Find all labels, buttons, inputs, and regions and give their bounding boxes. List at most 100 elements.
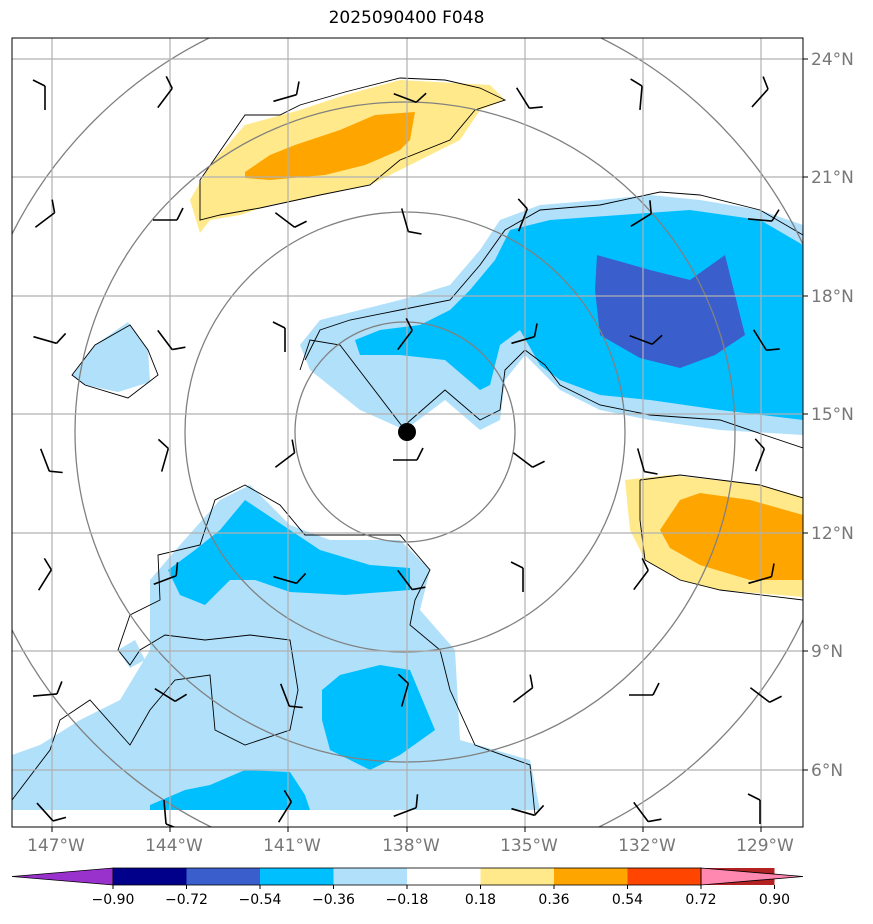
lat-tick-label: 9°N [811, 642, 843, 662]
colorbar-segment [113, 868, 187, 885]
colorbar-tick-label: −0.72 [165, 892, 208, 908]
colorbar-segment [627, 868, 701, 885]
wind-barb [274, 439, 296, 468]
range-ring-1 [294, 321, 516, 543]
contour-fill-orange-east [660, 493, 803, 580]
contour-line-east-negative [304, 191, 803, 361]
wind-barb [34, 199, 56, 228]
colorbar-tick-label: 0.54 [612, 892, 643, 908]
colorbar-tick-label: 0.18 [465, 892, 496, 908]
lat-tick-label: 24°N [811, 50, 854, 70]
contour-line-east-positive [639, 474, 803, 601]
wind-barb [510, 561, 524, 592]
wind-barb [274, 212, 307, 228]
wind-barb [279, 683, 303, 709]
wind-barb [633, 801, 662, 823]
lon-tick-label: 144°W [145, 836, 203, 856]
wind-barb [400, 208, 422, 235]
lat-tick-labels: 24°N 21°N 18°N 15°N 12°N 9°N 6°N [803, 50, 854, 781]
wind-barb [754, 438, 766, 472]
wind-barb [629, 682, 660, 696]
colorbar-tick-label: −0.18 [386, 892, 429, 908]
lon-tick-label: 132°W [618, 836, 676, 856]
contour-line-north [199, 77, 507, 221]
wind-barb [747, 209, 780, 222]
colorbar-tick-label: −0.36 [312, 892, 355, 908]
lon-tick-label: 129°W [736, 836, 794, 856]
lat-tick-label: 12°N [811, 524, 854, 544]
contour-line-west [71, 324, 159, 399]
contour-line-south [12, 484, 536, 816]
wind-barb [633, 558, 649, 591]
colorbar-segment [407, 868, 481, 885]
colorbar-extend-low [11, 867, 114, 886]
colorbar-segment [480, 868, 554, 885]
wind-barb [511, 323, 538, 345]
contour-fill-blue-east [355, 210, 803, 420]
wind-barb [277, 789, 293, 823]
contour-fill-darkblue [595, 255, 745, 368]
wind-barb [273, 81, 300, 103]
wind-barb [397, 569, 426, 591]
wind-barb [512, 674, 534, 703]
wind-barb [397, 318, 413, 351]
wind-barb [153, 207, 184, 221]
wind-barb [630, 200, 652, 228]
contour-fill-light-blue-west [72, 322, 150, 392]
wind-barb [273, 572, 307, 585]
colorbar-tick-label: 0.72 [685, 892, 716, 908]
wind-barb [393, 447, 424, 461]
wind-barb [749, 687, 782, 703]
colorbar-segment [554, 868, 628, 885]
lon-tick-labels: 147°W 144°W 141°W 138°W 135°W 132°W 129°W [27, 827, 794, 856]
wind-barb [751, 76, 769, 108]
range-rings [12, 38, 803, 827]
lon-tick-label: 147°W [27, 836, 85, 856]
wind-barb [39, 448, 63, 474]
lat-tick-label: 18°N [811, 287, 854, 307]
colorbar [11, 867, 804, 886]
wind-barb [163, 799, 179, 827]
wind-barb [157, 76, 173, 109]
lon-tick-label: 138°W [382, 836, 440, 856]
wind-barb [515, 87, 543, 109]
wind-barb [747, 793, 761, 824]
contour-line-center [299, 339, 406, 431]
wind-barb [511, 804, 545, 817]
wind-barb [629, 334, 663, 346]
colorbar-tick-label: −0.90 [92, 892, 135, 908]
wind-barb [752, 329, 780, 351]
wind-barb [32, 681, 63, 697]
wind-barb [393, 92, 427, 104]
gridlines [12, 38, 803, 827]
colorbar-tick-label: −0.54 [239, 892, 282, 908]
colorbar-tick-labels: −0.90 −0.72 −0.54 −0.36 −0.18 0.18 0.36 0.54 0.7… [92, 885, 790, 908]
colorbar-tick-label: 0.36 [538, 892, 569, 908]
wind-barb [748, 563, 775, 585]
contour-fill-blue-southwest [150, 770, 310, 810]
wind-barb [32, 79, 46, 110]
wind-barb [37, 557, 53, 591]
wind-barb [512, 452, 545, 468]
storm-center-marker [398, 423, 416, 441]
lat-tick-label: 15°N [811, 405, 854, 425]
contour-line-east-negative-lower [404, 349, 803, 449]
wind-barb [36, 802, 67, 822]
lat-tick-label: 6°N [811, 761, 843, 781]
contour-fill-blue-mid [168, 500, 410, 605]
wind-barb [153, 562, 179, 586]
contour-lines [12, 77, 803, 816]
lon-tick-label: 141°W [263, 836, 321, 856]
chart-title: 2025090400 F048 [328, 8, 485, 28]
wind-barb [157, 438, 170, 472]
wind-barb [272, 321, 286, 352]
wind-barb [154, 687, 188, 703]
wind-barb [636, 448, 658, 475]
wind-barb [157, 329, 186, 351]
wind-barb [393, 794, 419, 818]
colorbar-tick-label: 0.90 [759, 892, 790, 908]
contour-fill-light-blue-southwest [118, 640, 145, 668]
range-ring-2 [184, 211, 626, 653]
lon-tick-label: 135°W [500, 836, 558, 856]
